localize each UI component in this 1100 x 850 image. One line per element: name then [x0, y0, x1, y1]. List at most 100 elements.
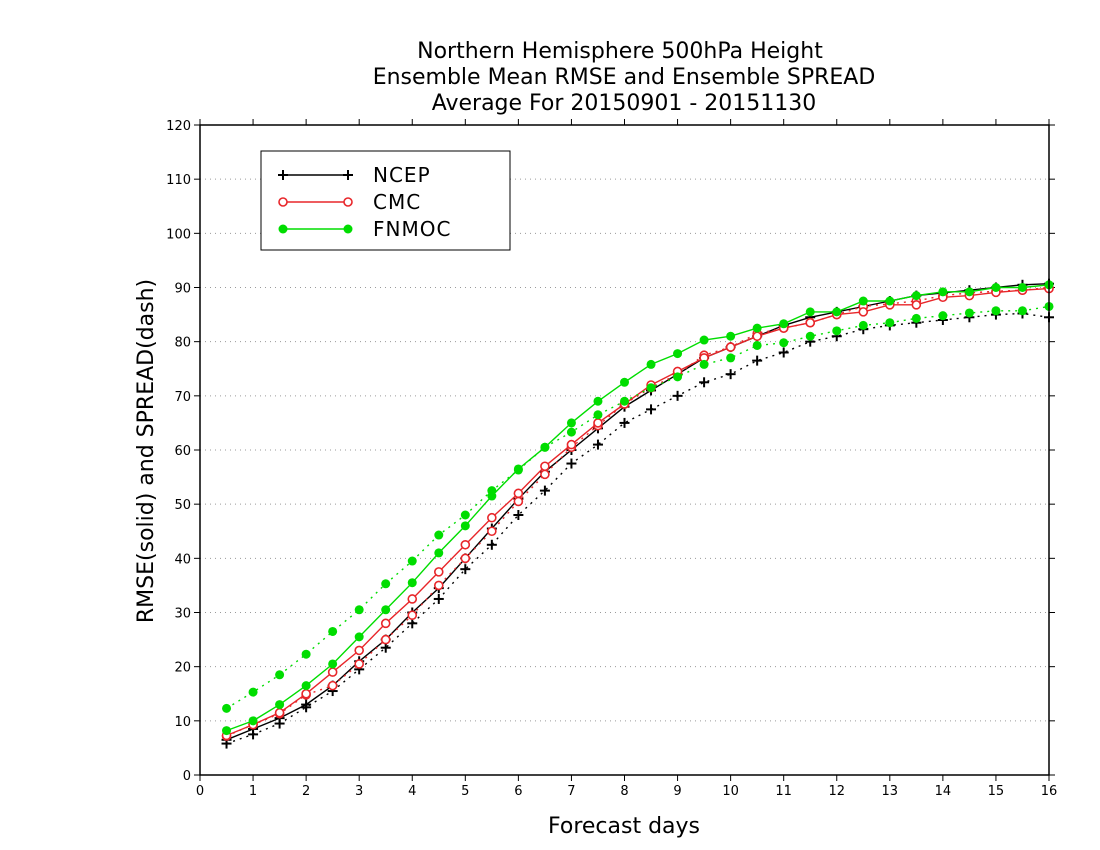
- cmc-rmse-point: [805, 317, 816, 328]
- fnmoc-rmse-point: [885, 296, 895, 306]
- fnmoc-rmse-point: [673, 349, 683, 359]
- x-tick-label: 15: [988, 784, 1005, 799]
- fnmoc-rmse-point: [301, 681, 311, 691]
- y-tick-label: 40: [174, 552, 191, 567]
- fnmoc-rmse-point: [805, 307, 815, 317]
- cmc-rmse-point: [566, 439, 577, 450]
- y-tick-label: 70: [174, 390, 191, 405]
- fnmoc-spread-point: [275, 670, 285, 680]
- ncep-spread-point: [486, 539, 497, 550]
- cmc-rmse-point: [433, 567, 444, 577]
- fnmoc-rmse-point: [354, 632, 364, 642]
- ncep-spread-point: [460, 564, 471, 575]
- cmc-rmse-point: [327, 667, 338, 677]
- y-tick-label: 20: [174, 661, 191, 676]
- legend-marker-end: [343, 224, 353, 234]
- x-axis-title: Forecast days: [548, 814, 700, 839]
- fnmoc-rmse-point: [964, 287, 974, 297]
- fnmoc-rmse-point: [858, 296, 868, 306]
- cmc-rmse-point: [460, 539, 471, 550]
- legend-item-fnmoc: FNMOC: [278, 217, 451, 241]
- ncep-spread-point: [619, 417, 630, 428]
- grid: [200, 178, 1049, 722]
- x-tick-label: 3: [355, 784, 363, 799]
- fnmoc-rmse-point: [381, 605, 391, 615]
- x-tick-label: 8: [620, 784, 628, 799]
- fnmoc-rmse-point: [646, 359, 656, 369]
- fnmoc-spread-point: [328, 626, 338, 636]
- legend-marker-start: [278, 197, 288, 207]
- fnmoc-rmse-point: [513, 464, 523, 474]
- fnmoc-rmse-point: [726, 331, 736, 341]
- fnmoc-spread-point: [779, 338, 789, 348]
- x-tick-label: 11: [775, 784, 792, 799]
- fnmoc-rmse-point: [593, 396, 603, 406]
- cmc-rmse-point: [380, 618, 391, 629]
- fnmoc-spread-point: [752, 340, 762, 350]
- legend-box: [260, 150, 511, 251]
- cmc-rmse-point: [725, 342, 736, 352]
- cmc-rmse-point: [487, 512, 497, 523]
- legend-marker-start: [278, 170, 288, 180]
- x-tick-label: 9: [673, 784, 681, 799]
- fnmoc-spread-point: [248, 687, 258, 697]
- fnmoc-spread-point: [593, 410, 603, 420]
- cmc-rmse-point: [301, 688, 311, 699]
- legend-item-cmc: CMC: [278, 190, 421, 214]
- fnmoc-rmse-point: [248, 716, 258, 726]
- ncep-spread-point: [778, 347, 789, 358]
- ncep-spread-point: [539, 485, 550, 496]
- y-tick-label: 0: [183, 769, 191, 784]
- fnmoc-rmse-line: [226, 284, 1050, 732]
- cmc-spread-point: [540, 469, 550, 480]
- x-tick-label: 14: [935, 784, 952, 799]
- cmc-rmse-point: [354, 645, 364, 656]
- fnmoc-rmse-point: [911, 291, 921, 301]
- cmc-rmse-point: [540, 461, 550, 472]
- fnmoc-spread-point: [1017, 306, 1027, 316]
- cmc-rmse-point: [593, 418, 603, 428]
- ncep-spread-point: [752, 355, 763, 366]
- fnmoc-spread-point: [991, 306, 1001, 316]
- fnmoc-spread-point: [460, 510, 470, 520]
- fnmoc-spread-point: [858, 320, 868, 330]
- cmc-spread-point: [380, 634, 391, 645]
- ncep-spread-point: [725, 369, 736, 380]
- fnmoc-rmse-point: [779, 319, 789, 329]
- cmc-spread-point: [407, 610, 418, 621]
- fnmoc-spread-point: [699, 359, 709, 369]
- y-tick-label: 50: [174, 498, 191, 513]
- ncep-spread-line: [226, 312, 1050, 745]
- series-layer: [221, 278, 1054, 749]
- x-tick-label: 2: [302, 784, 310, 799]
- cmc-rmse-point: [513, 488, 524, 499]
- y-tick-label: 90: [174, 282, 191, 297]
- fnmoc-rmse-point: [832, 307, 842, 317]
- cmc-spread-point: [487, 526, 497, 537]
- y-tick-label: 30: [174, 607, 191, 622]
- legend-label-fnmoc: FNMOC: [373, 217, 451, 241]
- ncep-spread-point: [566, 458, 577, 469]
- legend-marker-end: [343, 170, 353, 180]
- fnmoc-spread-line: [226, 305, 1050, 709]
- legend-label-cmc: CMC: [373, 190, 421, 214]
- y-tick-label: 80: [174, 336, 191, 351]
- fnmoc-rmse-point: [566, 418, 576, 428]
- fnmoc-spread-point: [911, 313, 921, 323]
- fnmoc-rmse-point: [699, 335, 709, 345]
- fnmoc-rmse-point: [540, 442, 550, 452]
- cmc-rmse-point: [911, 300, 922, 310]
- fnmoc-spread-point: [646, 383, 656, 393]
- fnmoc-rmse-point: [275, 700, 285, 710]
- fnmoc-rmse-point: [487, 491, 497, 501]
- cmc-rmse-line: [226, 287, 1050, 737]
- ncep-spread-point: [592, 439, 603, 450]
- x-tick-label: 6: [514, 784, 522, 799]
- ncep-spread-point: [513, 510, 524, 520]
- legend-marker-start: [278, 224, 288, 234]
- cmc-spread-point: [433, 580, 444, 591]
- fnmoc-spread-point: [434, 530, 444, 540]
- legend-item-ncep: NCEP: [278, 163, 430, 187]
- cmc-spread-point: [354, 659, 364, 669]
